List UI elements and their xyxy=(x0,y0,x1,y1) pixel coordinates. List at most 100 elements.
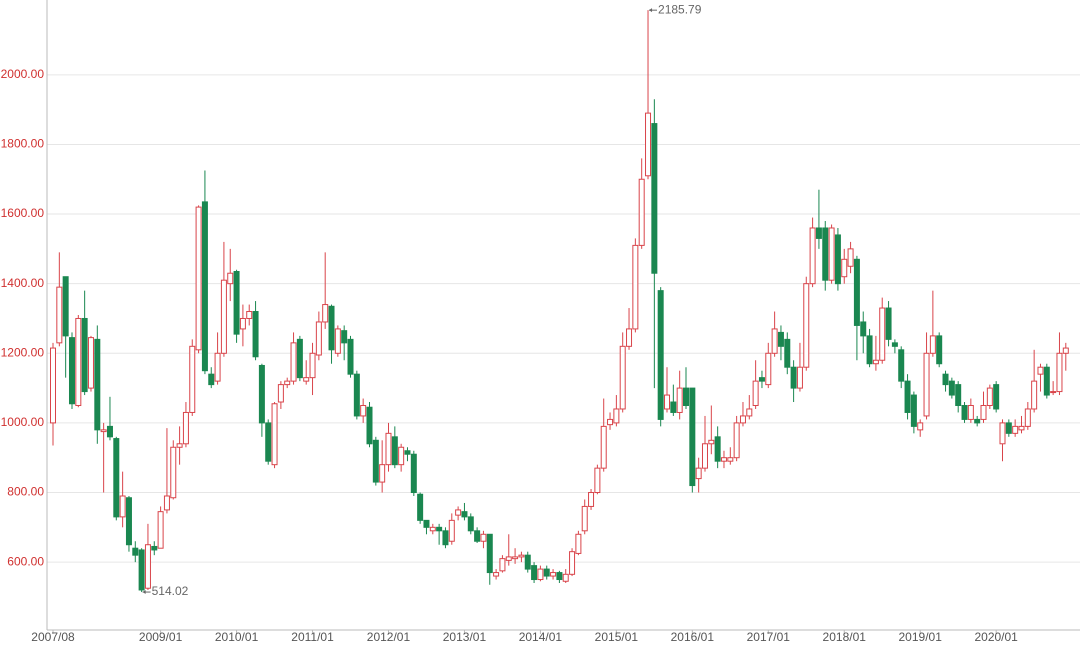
candle-body xyxy=(157,511,164,549)
candle-body xyxy=(328,305,335,351)
candle-body xyxy=(265,422,272,462)
candle-body xyxy=(391,436,398,466)
candle-body xyxy=(676,387,683,413)
candle-body xyxy=(670,401,677,413)
candle-body xyxy=(543,568,550,577)
candle-body xyxy=(100,429,107,433)
candle-body xyxy=(189,345,196,413)
candle-body xyxy=(1056,352,1063,393)
x-tick-label: 2019/01 xyxy=(899,630,943,644)
candle-body xyxy=(683,387,689,406)
candle-body xyxy=(974,418,981,424)
x-tick-label: 2017/01 xyxy=(747,630,791,644)
candle-body xyxy=(664,394,671,410)
y-tick-label: 1600.00 xyxy=(1,206,45,220)
candle-body xyxy=(777,331,784,347)
y-tick-label: 1200.00 xyxy=(1,345,45,359)
candle-body xyxy=(727,457,734,462)
candle-body xyxy=(87,337,94,389)
candle-body xyxy=(334,328,341,354)
candle-body xyxy=(303,377,310,382)
candle-body xyxy=(739,415,746,424)
candle-body xyxy=(170,446,177,499)
candle-body xyxy=(1043,366,1050,396)
candle-body xyxy=(436,526,443,532)
candle-body xyxy=(360,404,367,417)
x-tick-label: 2018/01 xyxy=(823,630,867,644)
candle-body xyxy=(94,338,101,431)
candle-body xyxy=(322,304,329,323)
candle-body xyxy=(252,311,259,358)
candle-body xyxy=(942,373,949,386)
candle-body xyxy=(309,352,316,379)
candle-body xyxy=(201,201,208,372)
candle-body xyxy=(594,467,601,494)
candle-body xyxy=(841,258,848,278)
candle-body xyxy=(714,436,721,462)
candle-body xyxy=(828,227,835,281)
candle-body xyxy=(575,533,582,554)
candle-body xyxy=(341,330,348,344)
candle-body xyxy=(796,366,803,389)
x-tick-label: 2015/01 xyxy=(595,630,639,644)
candle-body xyxy=(119,495,126,518)
candle-body xyxy=(1005,422,1012,434)
candle-body xyxy=(505,556,512,561)
candle-body xyxy=(626,328,633,347)
candle-body xyxy=(448,519,455,542)
candle-body xyxy=(891,342,898,347)
candle-body xyxy=(550,572,557,577)
candle-body xyxy=(455,509,462,516)
candle-body xyxy=(720,457,727,462)
x-tick-label: 2014/01 xyxy=(519,630,563,644)
candle-body xyxy=(860,321,867,337)
candle-body xyxy=(834,234,841,285)
candle-body xyxy=(1037,366,1044,375)
candle-body xyxy=(1050,391,1057,394)
candle-body xyxy=(486,533,493,574)
candle-body xyxy=(106,425,113,438)
candle-body xyxy=(214,352,221,382)
candle-body xyxy=(904,380,911,413)
candle-body xyxy=(227,272,234,285)
candle-body xyxy=(809,227,816,285)
candle-body xyxy=(315,321,322,356)
candle-body xyxy=(68,337,75,405)
candle-body xyxy=(239,317,246,330)
x-tick-label: 2010/01 xyxy=(215,630,259,644)
candle-body xyxy=(701,443,708,469)
candle-body xyxy=(866,335,873,365)
candle-body xyxy=(562,573,569,582)
candle-body xyxy=(182,411,189,445)
candle-body xyxy=(967,404,974,420)
candle-body xyxy=(853,258,860,326)
annotation-label: 514.02 xyxy=(152,584,189,598)
candle-body xyxy=(277,384,284,403)
candle-body xyxy=(657,290,664,420)
candle-body xyxy=(955,384,962,406)
candle-body xyxy=(765,352,772,386)
candle-body xyxy=(62,276,69,337)
candle-body xyxy=(56,286,63,344)
candle-body xyxy=(138,549,145,591)
candle-body xyxy=(600,425,607,469)
candle-body xyxy=(961,404,968,420)
candle-body xyxy=(708,439,715,445)
candle-body xyxy=(645,112,652,177)
candle-body xyxy=(569,551,576,575)
candle-body xyxy=(1012,425,1019,434)
x-tick-label: 2020/01 xyxy=(974,630,1018,644)
y-tick-label: 2000.00 xyxy=(1,67,45,81)
candle-body xyxy=(936,335,943,365)
candle-body xyxy=(467,516,474,532)
candle-body xyxy=(1062,347,1069,354)
candle-body xyxy=(423,519,430,528)
candle-body xyxy=(784,338,791,368)
candle-body xyxy=(923,352,930,417)
candle-body xyxy=(404,450,411,455)
candle-body xyxy=(929,335,936,354)
candle-body xyxy=(537,568,544,581)
candle-body xyxy=(144,544,151,589)
candle-body xyxy=(619,345,626,410)
candle-body xyxy=(474,530,481,542)
